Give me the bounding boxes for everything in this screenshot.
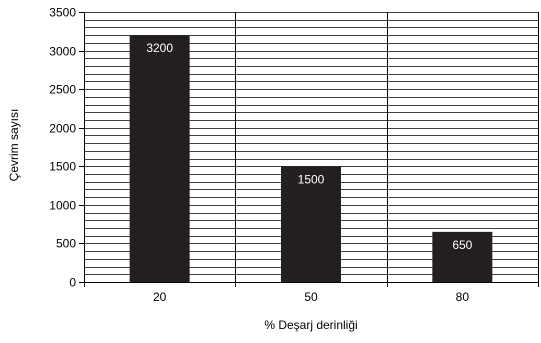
y-tick-label: 500 xyxy=(56,237,76,251)
y-tick-label: 2500 xyxy=(49,83,76,97)
y-tick-label: 0 xyxy=(69,276,76,290)
bars: 3200 1500 650 xyxy=(129,35,493,283)
x-tick-label-50: 50 xyxy=(304,290,318,304)
y-tick-label: 1500 xyxy=(49,160,76,174)
bar-20 xyxy=(129,35,190,283)
bar-80 xyxy=(432,231,493,282)
y-tick-label: 1000 xyxy=(49,199,76,213)
x-tick-label-80: 80 xyxy=(456,290,470,304)
axes xyxy=(84,12,539,283)
y-tick-label: 3500 xyxy=(49,6,76,20)
ticks: 0 500 1000 1500 2000 2500 3000 3500 20 50 80 xyxy=(49,6,539,304)
bar-50 xyxy=(281,166,341,282)
y-tick-label: 3000 xyxy=(49,45,76,59)
data-label-80: 650 xyxy=(452,238,472,252)
y-tick-label: 2000 xyxy=(49,122,76,136)
x-axis-title: % Deşarj derinliği xyxy=(264,318,357,332)
x-tick-label-20: 20 xyxy=(153,290,167,304)
y-axis-title: Çevrim sayısı xyxy=(7,109,21,182)
data-label-20: 3200 xyxy=(146,41,173,55)
data-label-50: 1500 xyxy=(298,172,325,186)
